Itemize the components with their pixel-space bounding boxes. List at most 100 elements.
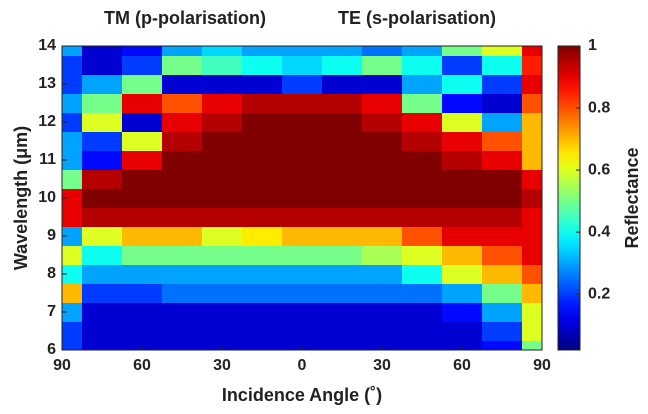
colorbar: [557, 45, 581, 351]
heatmap-cell: [362, 112, 403, 132]
heatmap-cell: [442, 321, 483, 341]
heatmap-cell: [242, 245, 283, 265]
heatmap-cell: [322, 302, 363, 322]
heatmap-cell: [122, 245, 163, 265]
heatmap-cell: [62, 226, 83, 246]
heatmap-cell: [322, 207, 363, 227]
heatmap-cell: [522, 55, 542, 75]
heatmap-cell: [202, 169, 243, 189]
heatmap-cell: [482, 302, 523, 322]
heatmap-cell: [522, 207, 542, 227]
heatmap-cell: [82, 150, 123, 170]
x-axis-label: Incidence Angle (˚): [222, 385, 382, 405]
heatmap-cell: [522, 169, 542, 189]
heatmap-cell: [162, 188, 203, 208]
heatmap-cell: [362, 74, 403, 94]
heatmap-cell: [202, 46, 243, 56]
heatmap-cell: [202, 150, 243, 170]
heatmap-cell: [442, 302, 483, 322]
y-tick-label: 13: [38, 75, 56, 92]
heatmap-cell: [202, 245, 243, 265]
heatmap-cell: [242, 321, 283, 341]
heatmap-cell: [202, 226, 243, 246]
heatmap-cell: [442, 245, 483, 265]
heatmap-cell: [362, 188, 403, 208]
heatmap-cell: [362, 169, 403, 189]
heatmap-cell: [242, 131, 283, 151]
heatmap-cell: [522, 226, 542, 246]
heatmap-cell: [402, 321, 443, 341]
heatmap-cell: [162, 55, 203, 75]
heatmap-cell: [522, 112, 542, 132]
heatmap-cell: [322, 226, 363, 246]
heatmap-cell: [442, 93, 483, 113]
heatmap-cell: [282, 321, 323, 341]
heatmap-cell: [522, 93, 542, 113]
heatmap-cell: [322, 188, 363, 208]
heatmap-cell: [442, 55, 483, 75]
heatmap-cell: [202, 188, 243, 208]
heatmap-cell: [202, 283, 243, 303]
heatmap-cell: [82, 264, 123, 284]
heatmap-cell: [322, 93, 363, 113]
heatmap-cell: [402, 226, 443, 246]
heatmap-cell: [402, 131, 443, 151]
heatmap-cell: [82, 302, 123, 322]
heatmap-cell: [162, 226, 203, 246]
heatmap-cell: [282, 55, 323, 75]
y-tick-label: 10: [38, 189, 56, 206]
heatmap-cell: [442, 150, 483, 170]
heatmap: [62, 46, 542, 350]
y-tick-label: 8: [47, 265, 56, 282]
colorbar-tick-label: 0.4: [588, 223, 610, 240]
heatmap-cell: [482, 245, 523, 265]
heatmap-cell: [242, 74, 283, 94]
heatmap-cell: [62, 93, 83, 113]
x-tick-label: 0: [298, 357, 307, 374]
heatmap-cell: [442, 46, 483, 56]
heatmap-cell: [522, 245, 542, 265]
heatmap-cell: [442, 188, 483, 208]
heatmap-cell: [362, 131, 403, 151]
heatmap-cell: [482, 283, 523, 303]
heatmap-cell: [202, 302, 243, 322]
heatmap-cell: [242, 264, 283, 284]
heatmap-cell: [482, 188, 523, 208]
heatmap-cell: [402, 150, 443, 170]
heatmap-cell: [522, 131, 542, 151]
heatmap-cell: [82, 321, 123, 341]
heatmap-cell: [202, 131, 243, 151]
heatmap-cell: [522, 150, 542, 170]
heatmap-cell: [202, 264, 243, 284]
heatmap-cell: [122, 150, 163, 170]
heatmap-cell: [482, 340, 523, 350]
heatmap-cell: [482, 169, 523, 189]
heatmap-cell: [482, 264, 523, 284]
heatmap-cell: [82, 131, 123, 151]
heatmap-cell: [202, 321, 243, 341]
heatmap-cell: [242, 207, 283, 227]
heatmap-cell: [242, 188, 283, 208]
heatmap-cell: [122, 74, 163, 94]
heatmap-cell: [162, 150, 203, 170]
heatmap-cell: [162, 131, 203, 151]
heatmap-cell: [282, 46, 323, 56]
heatmap-cell: [322, 321, 363, 341]
heatmap-cell: [322, 169, 363, 189]
heatmap-cell: [122, 55, 163, 75]
heatmap-cell: [62, 321, 83, 341]
heatmap-cell: [282, 112, 323, 132]
heatmap-cell: [82, 93, 123, 113]
heatmap-cell: [282, 188, 323, 208]
heatmap-cell: [442, 131, 483, 151]
heatmap-cell: [242, 46, 283, 56]
colorbar-tick-label: 0.2: [588, 285, 610, 302]
heatmap-cell: [122, 169, 163, 189]
x-tick-label: 90: [53, 357, 71, 374]
x-tick-label: 60: [133, 357, 151, 374]
heatmap-cell: [62, 46, 83, 56]
heatmap-cell: [162, 112, 203, 132]
heatmap-cell: [282, 226, 323, 246]
heatmap-cell: [522, 74, 542, 94]
